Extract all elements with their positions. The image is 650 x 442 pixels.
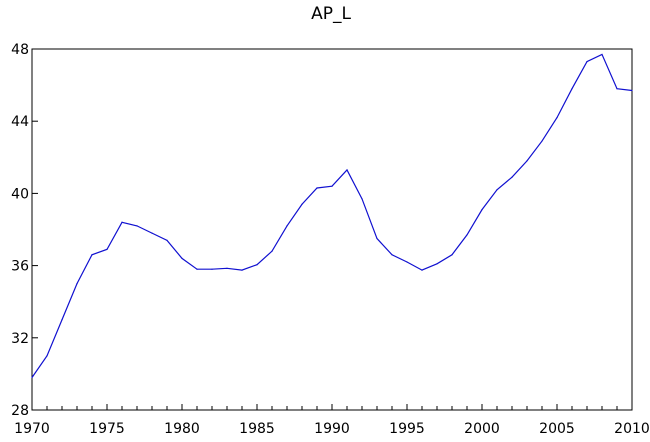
data-point bbox=[391, 254, 393, 256]
x-tick-label: 2000 bbox=[464, 421, 500, 437]
x-tick-label: 1985 bbox=[239, 421, 275, 437]
data-point bbox=[256, 264, 258, 266]
data-point bbox=[136, 225, 138, 227]
x-tick-label: 2010 bbox=[614, 421, 650, 437]
data-point bbox=[541, 140, 543, 142]
data-point bbox=[601, 53, 603, 56]
series-line bbox=[31, 53, 633, 378]
data-point bbox=[301, 203, 303, 205]
data-point bbox=[406, 261, 408, 263]
x-tick-label: 1995 bbox=[389, 421, 425, 437]
data-point bbox=[571, 88, 573, 90]
y-tick-label: 36 bbox=[11, 259, 29, 275]
data-point bbox=[166, 239, 168, 241]
data-point bbox=[226, 267, 228, 269]
data-point bbox=[61, 319, 63, 321]
data-point bbox=[196, 268, 198, 270]
data-point bbox=[346, 169, 348, 171]
y-tick-label: 32 bbox=[11, 331, 29, 347]
data-point bbox=[91, 254, 93, 256]
data-point bbox=[151, 232, 153, 234]
data-point bbox=[481, 209, 483, 211]
data-point bbox=[121, 221, 123, 223]
data-point bbox=[496, 189, 498, 191]
series-group bbox=[31, 53, 633, 379]
y-tick-label: 28 bbox=[11, 403, 29, 419]
data-point bbox=[181, 257, 183, 259]
data-point bbox=[76, 283, 78, 285]
y-tick-label: 44 bbox=[11, 114, 29, 130]
data-point bbox=[106, 248, 108, 250]
data-point bbox=[271, 250, 273, 252]
data-point bbox=[631, 89, 633, 92]
data-point bbox=[241, 269, 243, 271]
data-point bbox=[31, 376, 33, 379]
data-point bbox=[556, 116, 558, 119]
data-point bbox=[526, 160, 528, 162]
data-point bbox=[286, 225, 288, 227]
data-point bbox=[46, 355, 48, 357]
y-tick-label: 48 bbox=[11, 42, 29, 58]
plot-area bbox=[31, 48, 633, 411]
x-tick-label: 1990 bbox=[314, 421, 350, 437]
data-point bbox=[361, 198, 363, 200]
x-tick-label: 2005 bbox=[539, 421, 575, 437]
data-point bbox=[211, 268, 213, 270]
y-tick-label: 40 bbox=[11, 186, 29, 202]
data-point bbox=[511, 176, 513, 178]
data-point bbox=[451, 254, 453, 256]
x-axis: 1970 1975 1980 1985 1990 1995 2000 2005 2010 bbox=[14, 404, 650, 437]
data-point bbox=[421, 269, 423, 271]
x-tick-label: 1970 bbox=[14, 421, 50, 437]
chart-title: AP_L bbox=[311, 4, 351, 24]
data-point bbox=[586, 61, 588, 63]
data-point bbox=[616, 88, 618, 90]
data-point bbox=[316, 187, 318, 189]
data-point bbox=[376, 237, 378, 240]
x-tick-label: 1980 bbox=[164, 421, 200, 437]
y-axis: 28 32 36 40 44 48 bbox=[11, 42, 38, 419]
data-point bbox=[331, 185, 333, 187]
x-tick-label: 1975 bbox=[89, 421, 125, 437]
data-point bbox=[466, 234, 468, 236]
data-point bbox=[436, 263, 438, 265]
